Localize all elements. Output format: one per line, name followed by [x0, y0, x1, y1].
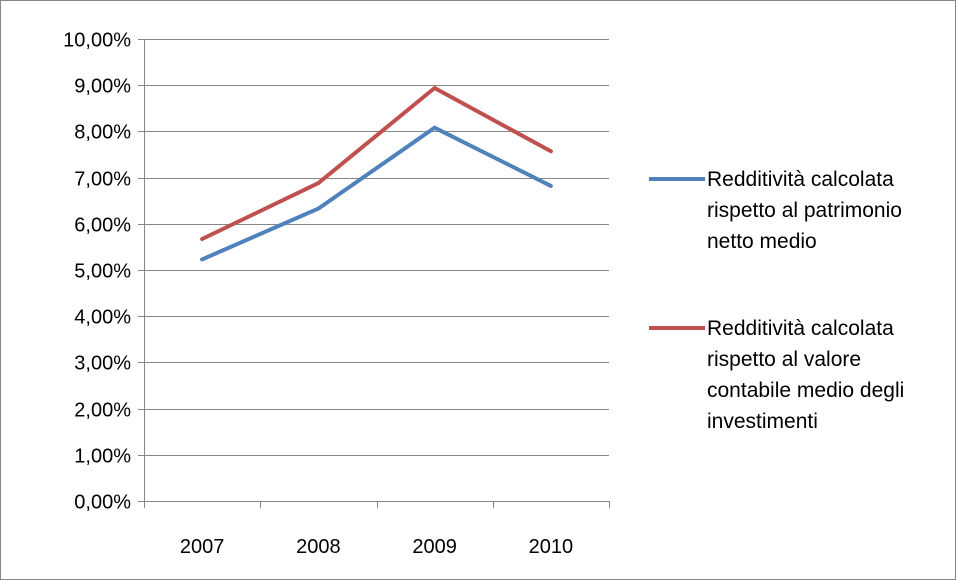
- gridlines: [144, 39, 609, 456]
- y-tick-label: 4,00%: [74, 307, 131, 329]
- legend-label-2: rispetto al valore: [707, 348, 861, 371]
- y-tick-label: 8,00%: [74, 122, 131, 144]
- legend-label-1: netto medio: [707, 230, 817, 253]
- x-tick-label: 2007: [180, 536, 225, 558]
- y-tick-label: 7,00%: [74, 169, 131, 191]
- legend-label-1: rispetto al patrimonio: [707, 199, 902, 222]
- legend-label-2: investimenti: [707, 410, 818, 433]
- y-tick-label: 1,00%: [74, 446, 131, 468]
- legend-label-2: Redditività calcolata: [707, 317, 894, 340]
- y-tick-label: 3,00%: [74, 353, 131, 375]
- x-tick-label: 2009: [412, 536, 457, 558]
- legend: Redditività calcolata rispetto al patrimo…: [649, 168, 904, 433]
- legend-label-1: Redditività calcolata: [707, 168, 894, 191]
- series-line-1: [200, 125, 553, 262]
- y-tick-label: 6,00%: [74, 215, 131, 237]
- series-lines: [200, 86, 553, 262]
- axes: [138, 39, 610, 508]
- y-tick-label: 5,00%: [74, 261, 131, 283]
- y-tick-label: 0,00%: [74, 492, 131, 514]
- y-tick-labels: 0,00% 1,00% 2,00% 3,00% 4,00% 5,00% 6,00% 7,00%…: [63, 30, 131, 514]
- y-tick-label: 10,00%: [63, 30, 131, 52]
- legend-label-2: contabile medio degli: [707, 379, 904, 402]
- y-tick-label: 2,00%: [74, 400, 131, 422]
- series-line-2: [200, 86, 553, 241]
- x-tick-label: 2008: [296, 536, 341, 558]
- x-tick-label: 2010: [529, 536, 574, 558]
- x-tick-labels: 2007 2008 2009 2010: [180, 536, 573, 558]
- y-tick-label: 9,00%: [74, 76, 131, 98]
